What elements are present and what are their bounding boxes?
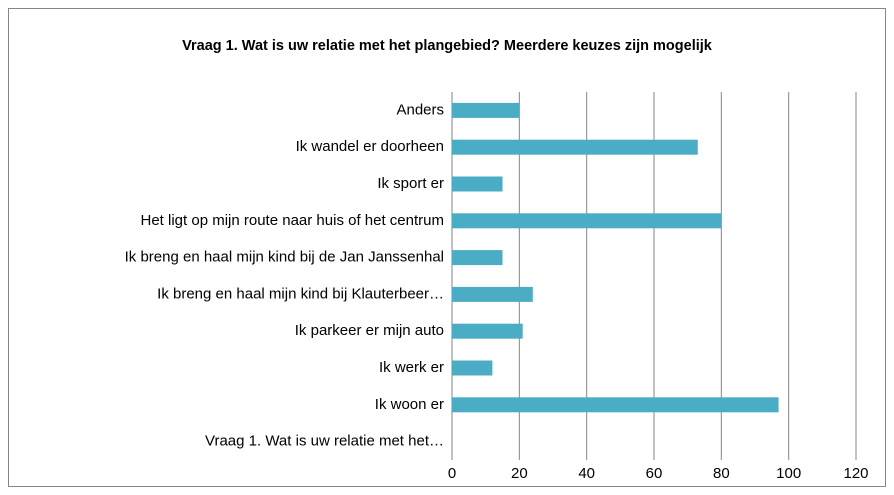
x-tick-label: 80 [713, 465, 730, 482]
bar [452, 213, 722, 229]
x-tick-label: 0 [448, 465, 456, 482]
bar [452, 176, 503, 192]
x-tick-label: 100 [776, 465, 801, 482]
bar [452, 360, 493, 376]
y-tick-label: Ik wandel er doorheen [296, 138, 444, 155]
bar [452, 102, 520, 118]
bar [452, 139, 698, 155]
y-tick-label: Vraag 1. Wat is uw relatie met het… [205, 433, 444, 450]
y-tick-label: Anders [396, 101, 444, 118]
y-tick-label: Ik werk er [379, 359, 444, 376]
chart-border [8, 8, 886, 487]
bar [452, 397, 779, 413]
bar [452, 250, 503, 266]
y-tick-label: Ik parkeer er mijn auto [295, 322, 444, 339]
y-tick-label: Het ligt op mijn route naar huis of het … [141, 212, 445, 229]
y-tick-label: Ik woon er [375, 396, 444, 413]
x-tick-label: 60 [646, 465, 663, 482]
y-tick-label: Ik breng en haal mijn kind bij Klauterbe… [157, 285, 444, 302]
y-tick-label: Ik sport er [377, 175, 444, 192]
x-tick-label: 40 [578, 465, 595, 482]
y-tick-label: Ik breng en haal mijn kind bij de Jan Ja… [125, 249, 444, 266]
x-tick-label: 20 [511, 465, 528, 482]
bar [452, 286, 533, 302]
bar [452, 323, 523, 339]
chart-title: Vraag 1. Wat is uw relatie met het plang… [182, 38, 713, 54]
x-tick-label: 120 [843, 465, 868, 482]
